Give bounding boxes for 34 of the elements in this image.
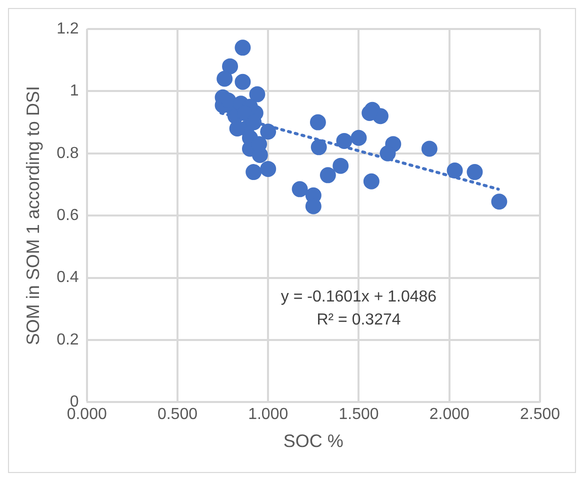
x-tick-label: 2.000 — [429, 406, 470, 424]
point — [491, 194, 508, 210]
point — [310, 139, 327, 156]
point — [332, 158, 349, 174]
point — [234, 74, 251, 90]
x-tick-label: 2.500 — [520, 406, 560, 424]
y-tick-label: 1 — [70, 82, 79, 100]
annotation: y = -0.1601x + 1.0486 — [280, 288, 437, 306]
x-tick-label: 1.500 — [338, 406, 379, 424]
point — [446, 162, 463, 179]
y-tick-label: 0.6 — [56, 207, 79, 224]
y-tick-label: 1.2 — [56, 20, 79, 38]
x-tick-label: 0.500 — [157, 406, 198, 424]
point — [260, 160, 276, 177]
annotation: R² = 0.3274 — [316, 311, 401, 328]
x-axis-title: SOC % — [283, 431, 344, 452]
point — [310, 114, 326, 130]
point — [320, 167, 336, 184]
x-tick-label: 1.000 — [248, 406, 288, 424]
y-tick-label: 0.4 — [56, 269, 79, 286]
point — [222, 58, 238, 74]
point — [421, 140, 438, 157]
point — [466, 164, 483, 180]
point — [246, 164, 262, 180]
y-axis-title: SOM in SOM 1 according to DSI — [22, 86, 43, 346]
y-tick-label: 0.2 — [56, 331, 79, 348]
point — [216, 70, 233, 87]
y-tick-label: 0.8 — [56, 144, 79, 162]
point — [350, 130, 367, 146]
point — [292, 181, 308, 198]
point — [363, 173, 380, 190]
point — [260, 124, 276, 140]
point — [234, 40, 251, 56]
point — [249, 86, 266, 102]
